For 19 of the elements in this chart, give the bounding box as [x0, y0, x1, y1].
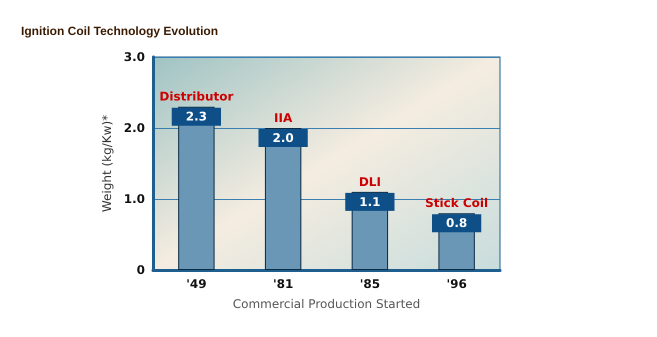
data-label: 2.0	[272, 131, 294, 145]
y-tick-label: 2.0	[124, 121, 145, 135]
data-label: 1.1	[359, 194, 381, 209]
chart-title: Ignition Coil Technology Evolution	[21, 24, 218, 38]
x-tick-label: '81	[272, 277, 294, 291]
data-label: 2.3	[186, 110, 208, 124]
x-tick-label: '85	[360, 277, 380, 291]
annotation: Stick Coil	[425, 196, 488, 210]
y-tick-label: 1.0	[124, 192, 145, 206]
y-tick-label: 0	[136, 263, 145, 277]
x-tick-label: '96	[446, 277, 467, 291]
y-tick-label: 3.0	[124, 50, 145, 64]
data-label: 0.8	[446, 216, 468, 230]
annotation: Distributor	[159, 90, 234, 104]
x-tick-label: '49	[186, 277, 207, 291]
annotation: DLI	[358, 174, 381, 189]
x-axis-title: Commercial Production Started	[232, 297, 420, 311]
annotation: IIA	[274, 111, 293, 125]
y-axis-title: Weight (kg/Kw)*	[100, 114, 114, 212]
